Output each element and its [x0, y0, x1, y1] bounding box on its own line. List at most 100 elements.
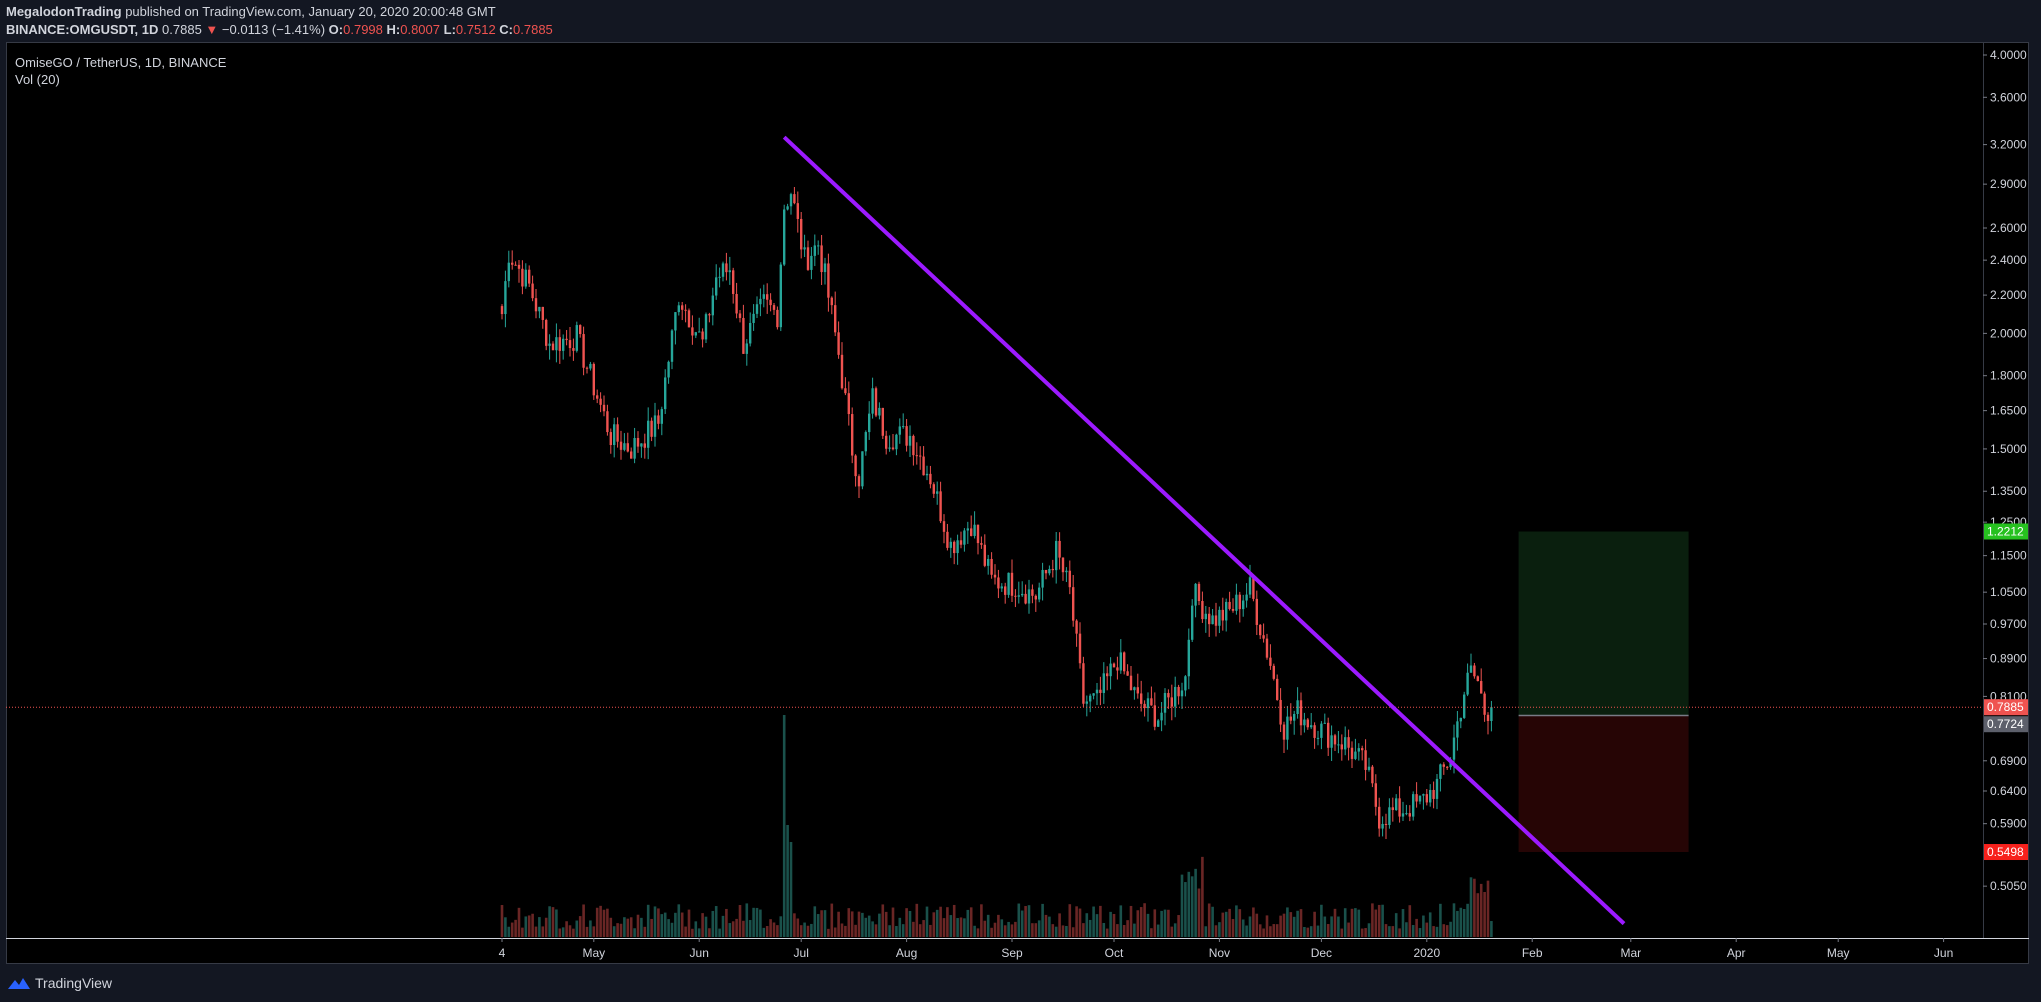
volume-bar	[1204, 926, 1208, 937]
candle	[915, 455, 918, 457]
candle	[1072, 587, 1075, 621]
volume-bar	[558, 928, 562, 937]
candle	[738, 313, 742, 318]
candle	[1184, 676, 1187, 691]
chart-pane[interactable]	[6, 42, 2029, 964]
x-tick-label: Dec	[1311, 946, 1332, 960]
candle	[895, 434, 898, 450]
candle	[1106, 673, 1109, 677]
candle	[1099, 689, 1102, 693]
candle	[531, 283, 534, 299]
volume-bar	[1119, 905, 1123, 937]
author-name[interactable]: MegalodonTrading	[6, 4, 122, 19]
volume-bar	[616, 923, 619, 937]
candle	[1330, 735, 1333, 748]
volume-bar	[1116, 924, 1119, 937]
price-label-entry-bg	[1984, 716, 2028, 733]
y-tick-label: 1.3500	[1990, 484, 2027, 498]
volume-bar	[1377, 904, 1381, 937]
candle	[1116, 667, 1119, 671]
candle	[1235, 594, 1238, 611]
candle	[851, 414, 854, 456]
volume-bar	[504, 917, 507, 937]
candle	[759, 298, 762, 305]
volume-bar	[1398, 928, 1401, 937]
candle	[1034, 595, 1037, 600]
candle	[630, 451, 633, 459]
candle	[936, 491, 939, 494]
candle	[1204, 613, 1207, 620]
volume-bar	[864, 917, 868, 937]
volume-bar	[759, 909, 762, 937]
candle	[572, 348, 575, 351]
open-label: O:	[328, 22, 344, 37]
legend-volume-indicator[interactable]: Vol (20)	[15, 72, 60, 87]
volume-bar	[1364, 928, 1367, 937]
candle	[511, 262, 514, 265]
candle	[1469, 665, 1473, 673]
candle	[1456, 721, 1459, 738]
volume-bar	[806, 925, 810, 937]
volume-bar	[663, 912, 667, 937]
volume-bar	[565, 921, 568, 937]
volume-bar	[633, 928, 636, 937]
volume-bar	[1224, 911, 1228, 937]
candle	[1170, 697, 1173, 707]
volume-bar	[939, 906, 942, 937]
candle	[966, 528, 969, 531]
volume-bar	[1105, 928, 1109, 937]
volume-bar	[765, 926, 769, 937]
y-tick-label: 2.2000	[1990, 288, 2027, 302]
candle	[861, 451, 864, 487]
candle	[633, 438, 636, 459]
volume-bar	[1282, 913, 1286, 937]
brand[interactable]: TradingView	[7, 975, 112, 991]
candle	[1289, 716, 1292, 721]
candle	[939, 491, 942, 522]
volume-bar	[755, 907, 759, 937]
candle	[684, 309, 687, 311]
volume-bar	[1248, 916, 1252, 937]
candle	[1279, 699, 1282, 725]
candle	[1323, 722, 1326, 724]
candle	[766, 294, 769, 300]
volume-bar	[1150, 928, 1153, 937]
candle	[613, 424, 616, 446]
candle	[1265, 638, 1269, 658]
volume-bar	[959, 917, 963, 937]
volume-bar	[1109, 911, 1112, 937]
candle	[681, 305, 684, 310]
candle	[725, 263, 728, 273]
volume-bar	[1388, 926, 1391, 937]
candle	[905, 426, 908, 446]
volume-bar	[1167, 909, 1170, 937]
volume-bar	[833, 927, 837, 937]
footer-bar	[0, 964, 2041, 1002]
volume-bar	[1194, 868, 1197, 937]
volume-bar	[650, 918, 653, 937]
position-target-zone[interactable]	[1518, 531, 1689, 716]
volume-bar	[1442, 924, 1446, 937]
candle	[874, 388, 878, 416]
candle	[1027, 589, 1031, 604]
volume-bar	[813, 906, 817, 937]
volume-bar	[1469, 877, 1473, 937]
volume-bar	[925, 906, 929, 937]
candle	[1313, 725, 1316, 738]
candle	[728, 270, 731, 273]
candle	[772, 305, 776, 310]
candle	[1010, 572, 1014, 596]
trendline[interactable]	[782, 135, 1626, 926]
candle	[558, 337, 561, 351]
volume-bar	[708, 928, 711, 937]
position-stop-zone[interactable]	[1518, 715, 1689, 853]
x-tick-label: Jun	[690, 946, 709, 960]
volume-bar	[993, 922, 997, 937]
volume-bar	[1102, 922, 1106, 937]
volume-bar	[619, 923, 623, 937]
candle	[1021, 593, 1024, 596]
candle	[1272, 665, 1275, 679]
candle	[1452, 737, 1456, 760]
volume-bar	[680, 912, 684, 937]
